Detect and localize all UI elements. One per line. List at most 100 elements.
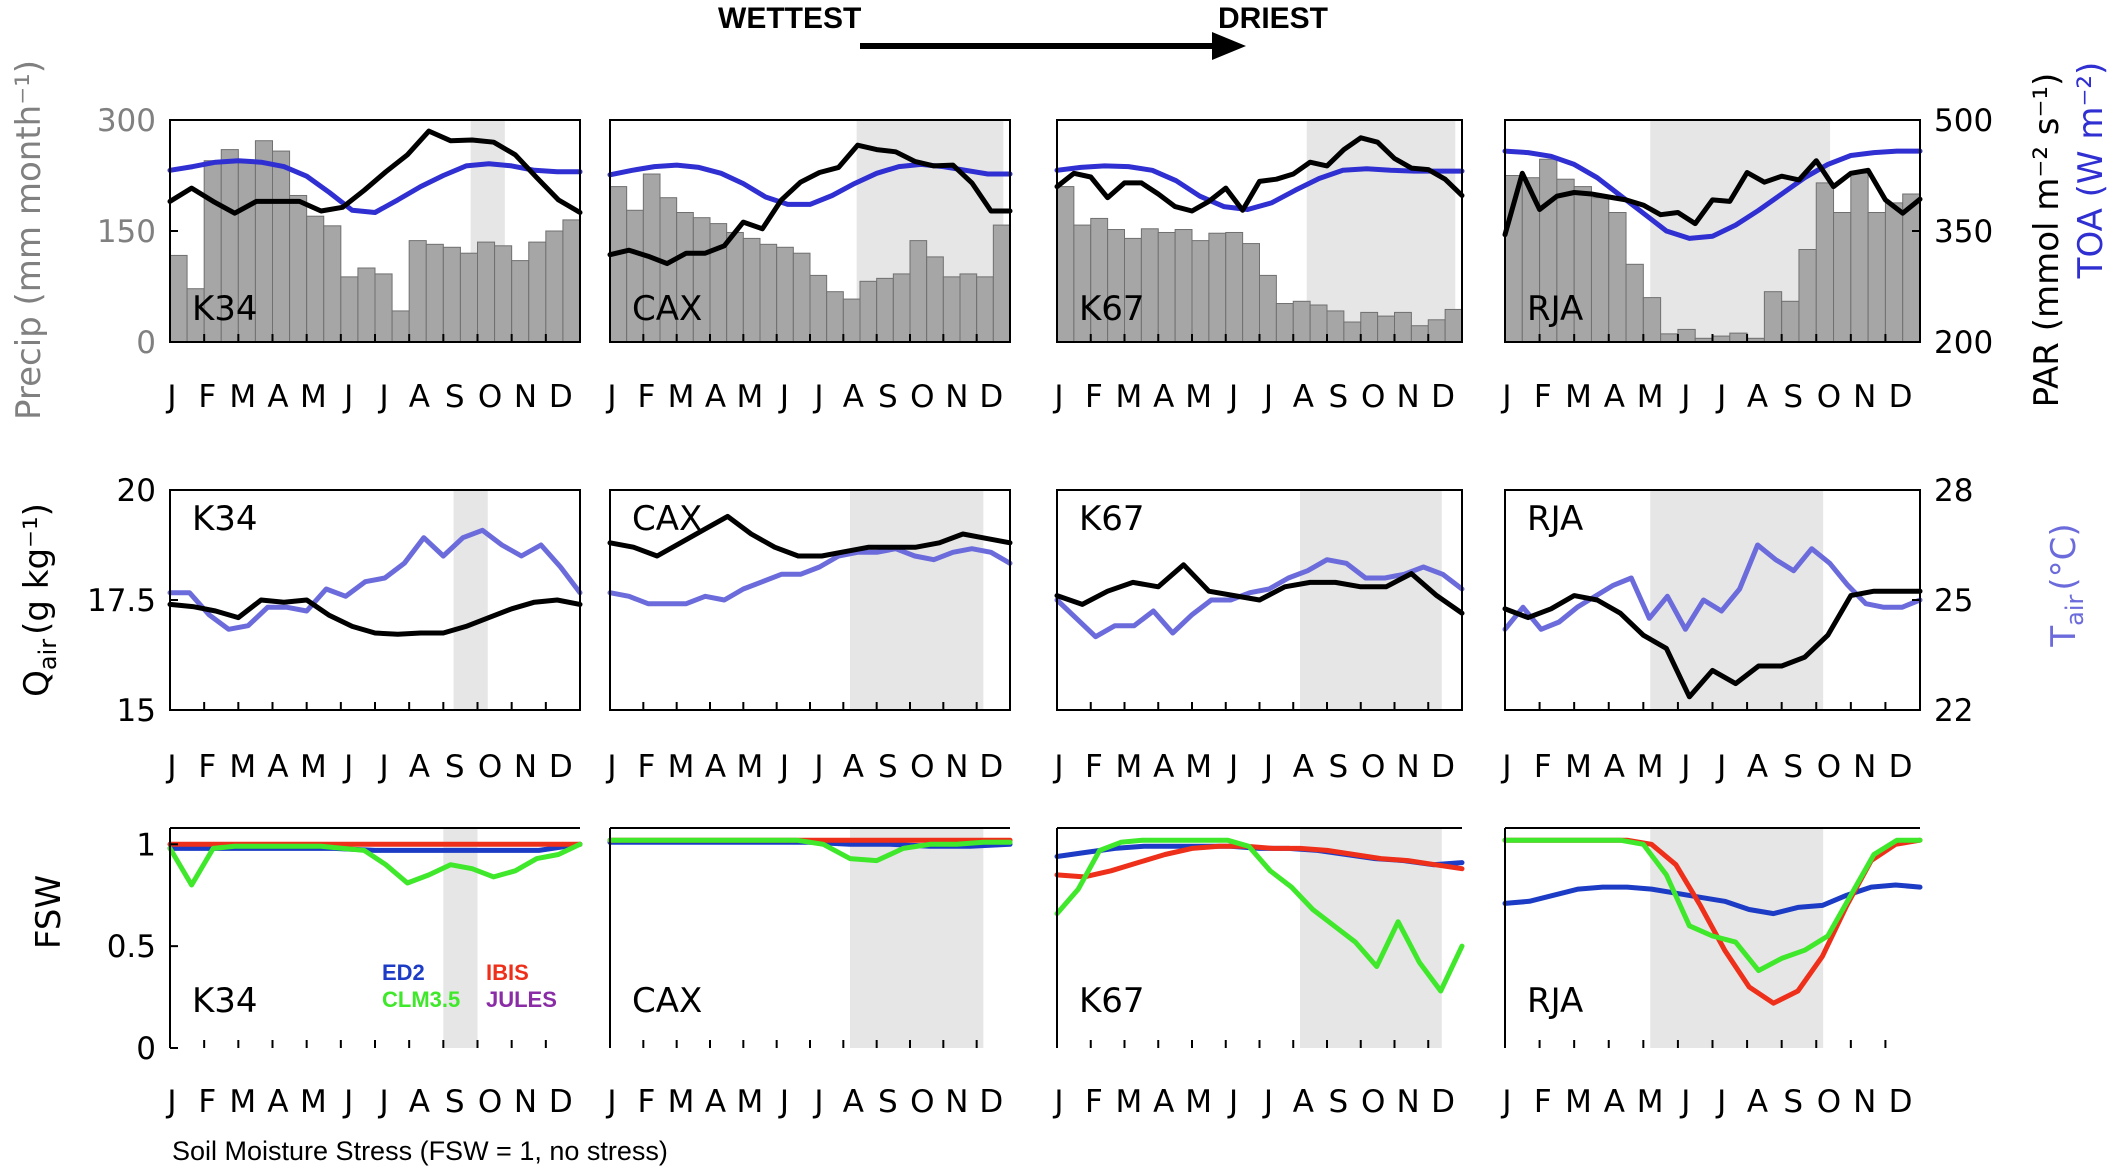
dry-season-band-K67 (1300, 490, 1442, 710)
y-tick-right-humidity-temperature: 28 (1934, 473, 1973, 509)
precip-bar-K67 (1225, 231, 1244, 343)
site-label-K67: K67 (1079, 981, 1145, 1021)
month-label-CAX: S (878, 379, 898, 415)
month-label-K34: S (445, 1084, 465, 1120)
dry-season-band-K34 (453, 490, 488, 710)
month-label-RJA: F (1534, 379, 1552, 415)
month-label-K34: J (342, 379, 353, 415)
month-label-K67: A (1293, 379, 1314, 415)
month-label-CAX: S (878, 1084, 898, 1120)
month-label-K34: N (514, 1084, 537, 1120)
precip-bar-K67 (1360, 311, 1379, 343)
month-label-CAX: N (945, 379, 968, 415)
month-label-K34: N (514, 749, 537, 785)
month-label-CAX: J (605, 749, 616, 785)
month-label-K67: N (1397, 1084, 1420, 1120)
y-tick-right-radiation-precipitation: 500 (1934, 103, 1993, 139)
month-label-RJA: M (1565, 379, 1592, 415)
precip-bar-K34 (323, 225, 342, 343)
month-label-K34: J (377, 749, 388, 785)
month-label-K34: S (445, 749, 465, 785)
month-label-CAX: F (638, 1084, 656, 1120)
month-label-K67: J (1262, 1084, 1273, 1120)
y-tick-left-radiation-precipitation: 150 (97, 214, 156, 250)
month-label-K67: J (1227, 1084, 1238, 1120)
qair-unit: (g kg⁻¹) (17, 503, 57, 635)
precip-bar-CAX (876, 277, 894, 343)
dry-season-band-RJA (1650, 490, 1824, 710)
month-label-K34: F (198, 749, 216, 785)
site-label-K34: K34 (192, 499, 258, 539)
site-label-K34: K34 (192, 289, 258, 329)
month-label-K34: A (267, 379, 288, 415)
precip-bar-K34 (391, 310, 410, 343)
month-label-CAX: A (843, 749, 864, 785)
month-label-K34: J (165, 379, 176, 415)
y-tick-right-humidity-temperature: 25 (1934, 583, 1973, 619)
month-label-RJA: O (1817, 379, 1841, 415)
precip-bar-CAX (726, 231, 744, 343)
precip-bar-RJA (1902, 193, 1921, 343)
precip-bar-K67 (1208, 232, 1227, 343)
month-label-K34: D (549, 1084, 573, 1120)
dry-season-band-CAX (850, 828, 984, 1048)
month-label-RJA: M (1565, 1084, 1592, 1120)
month-label-RJA: J (1679, 379, 1690, 415)
month-label-CAX: N (945, 1084, 968, 1120)
month-label-K67: J (1227, 749, 1238, 785)
month-label-K67: M (1115, 1084, 1142, 1120)
month-label-RJA: M (1637, 1084, 1664, 1120)
month-label-K34: A (409, 379, 430, 415)
par-line-RJA (1502, 158, 1923, 238)
month-label-K67: N (1397, 379, 1420, 415)
month-label-K34: D (549, 379, 573, 415)
month-label-CAX: J (812, 749, 823, 785)
precip-bar-RJA (1608, 212, 1627, 343)
precip-bar-K34 (459, 252, 478, 343)
precip-bar-CAX (959, 273, 978, 343)
legend-ed2: ED2 (382, 960, 425, 985)
y-tick-left-soil-moisture-stress: 0 (136, 1031, 156, 1067)
precip-bar-K34 (562, 219, 581, 343)
month-label-K67: J (1262, 379, 1273, 415)
precip-bar-K34 (511, 260, 530, 343)
toa-line-RJA (1502, 148, 1923, 241)
precip-bar-K34 (272, 150, 291, 343)
precip-bar-K34 (408, 240, 427, 343)
precip-bar-CAX (892, 273, 911, 343)
precip-bar-K67 (1292, 300, 1311, 343)
month-label-RJA: A (1747, 1084, 1768, 1120)
toa-axis-label: TOA (W m⁻²) (2071, 62, 2111, 280)
site-label-CAX: CAX (632, 981, 702, 1021)
month-label-K67: S (1328, 379, 1348, 415)
month-label-CAX: A (843, 1084, 864, 1120)
month-label-K34: D (549, 749, 573, 785)
precip-bar-K67 (1056, 186, 1075, 343)
y-tick-left-soil-moisture-stress: 1 (136, 827, 156, 863)
month-label-CAX: J (605, 379, 616, 415)
site-label-K34: K34 (192, 981, 258, 1021)
precip-bar-CAX (742, 237, 761, 343)
month-label-CAX: D (979, 749, 1003, 785)
dry-season-band-K67 (1306, 120, 1456, 342)
par-axis-label: PAR (mmol m⁻² s⁻¹) (2027, 73, 2067, 408)
month-label-K67: N (1397, 749, 1420, 785)
month-label-RJA: J (1715, 1084, 1726, 1120)
month-label-RJA: A (1604, 1084, 1625, 1120)
precip-bar-CAX (826, 291, 844, 343)
month-label-K34: O (478, 749, 502, 785)
month-label-K34: J (342, 749, 353, 785)
month-label-CAX: F (638, 379, 656, 415)
precip-bar-K67 (1174, 229, 1193, 343)
precip-bar-K67 (1259, 274, 1277, 343)
month-label-K67: S (1328, 1084, 1348, 1120)
month-label-CAX: D (979, 379, 1003, 415)
month-label-CAX: A (705, 1084, 726, 1120)
month-label-CAX: J (778, 749, 789, 785)
precip-bar-CAX (776, 246, 794, 343)
month-label-RJA: F (1534, 1084, 1552, 1120)
month-label-CAX: M (737, 1084, 764, 1120)
month-label-CAX: F (638, 749, 656, 785)
month-label-RJA: J (1679, 749, 1690, 785)
